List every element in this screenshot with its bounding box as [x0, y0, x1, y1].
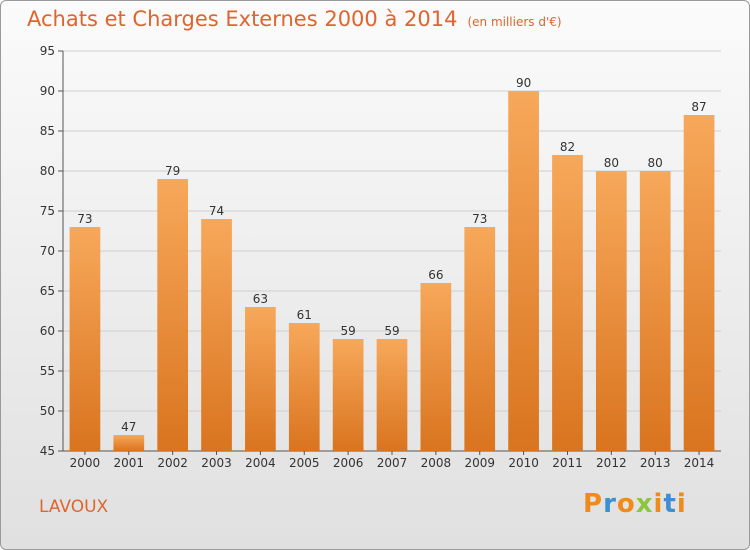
bar-value-label: 63 [253, 292, 268, 306]
x-axis-ticks: 2000 2001 2002 2003 2004 2005 2006 2007 2008 2009… [70, 451, 715, 470]
bar-value-label: 74 [209, 204, 224, 218]
x-tick-label: 2008 [421, 456, 452, 470]
logo-letter: i [676, 489, 687, 519]
place-name: LAVOUX [39, 497, 109, 517]
bar [113, 435, 145, 451]
bar [639, 171, 671, 451]
y-tick-label: 80 [40, 164, 55, 178]
x-tick-label: 2003 [201, 456, 232, 470]
bar [595, 171, 627, 451]
chart-title: Achats et Charges Externes 2000 à 2014 (e… [27, 7, 562, 31]
x-tick-label: 2011 [552, 456, 583, 470]
y-tick-label: 50 [40, 404, 55, 418]
y-tick-label: 75 [40, 204, 55, 218]
bar [508, 91, 539, 451]
bar-value-label: 87 [691, 100, 706, 114]
x-tick-label: 2010 [508, 456, 539, 470]
bar [288, 323, 320, 451]
bar-value-label: 73 [77, 212, 92, 226]
chart-title-text: Achats et Charges Externes 2000 à 2014 [27, 7, 458, 31]
logo-letter: P [583, 489, 604, 519]
x-tick-label: 2005 [289, 456, 320, 470]
y-axis-ticks: 45 50 55 60 65 70 75 80 85 90 95 [40, 44, 63, 458]
x-tick-label: 2009 [464, 456, 495, 470]
bar-value-label: 47 [121, 420, 136, 434]
bar [552, 155, 583, 451]
bar-value-label: 73 [472, 212, 487, 226]
y-tick-label: 95 [40, 44, 55, 58]
x-tick-label: 2014 [684, 456, 715, 470]
bar [245, 307, 276, 451]
y-tick-label: 70 [40, 244, 55, 258]
bar [464, 227, 496, 451]
bar-value-label: 79 [165, 164, 180, 178]
x-tick-label: 2001 [114, 456, 145, 470]
y-tick-label: 65 [40, 284, 55, 298]
bar [683, 115, 715, 451]
bar-value-label: 80 [648, 156, 663, 170]
x-tick-label: 2004 [245, 456, 276, 470]
bar-value-label: 90 [516, 76, 531, 90]
bar [69, 227, 101, 451]
bar-value-label: 80 [604, 156, 619, 170]
y-tick-label: 45 [40, 444, 55, 458]
bar [420, 283, 452, 451]
bar-value-label: 82 [560, 140, 575, 154]
bar-value-label: 61 [297, 308, 312, 322]
bar [376, 339, 408, 451]
bar [332, 339, 364, 451]
x-tick-label: 2013 [640, 456, 671, 470]
logo-letter: t [663, 489, 677, 519]
bar-value-label: 59 [340, 324, 355, 338]
bar [157, 179, 189, 451]
logo-letter: i [653, 489, 664, 519]
x-tick-label: 2007 [377, 456, 408, 470]
x-tick-label: 2006 [333, 456, 364, 470]
y-tick-label: 55 [40, 364, 55, 378]
x-tick-label: 2012 [596, 456, 627, 470]
bar-value-label: 66 [428, 268, 443, 282]
chart-subtitle: (en milliers d'€) [467, 15, 562, 29]
logo-letter: x [635, 489, 654, 519]
y-tick-label: 90 [40, 84, 55, 98]
proxiti-logo: Proxiti [583, 489, 687, 519]
y-tick-label: 60 [40, 324, 55, 338]
logo-letter: r [603, 489, 617, 519]
y-tick-label: 85 [40, 124, 55, 138]
x-tick-label: 2000 [70, 456, 101, 470]
logo-letter: o [616, 489, 636, 519]
bar [201, 219, 232, 451]
bar-value-label: 59 [384, 324, 399, 338]
x-tick-label: 2002 [157, 456, 188, 470]
bars: 73 47 79 74 63 61 59 59 66 73 90 82 80 80 87 [69, 76, 715, 451]
